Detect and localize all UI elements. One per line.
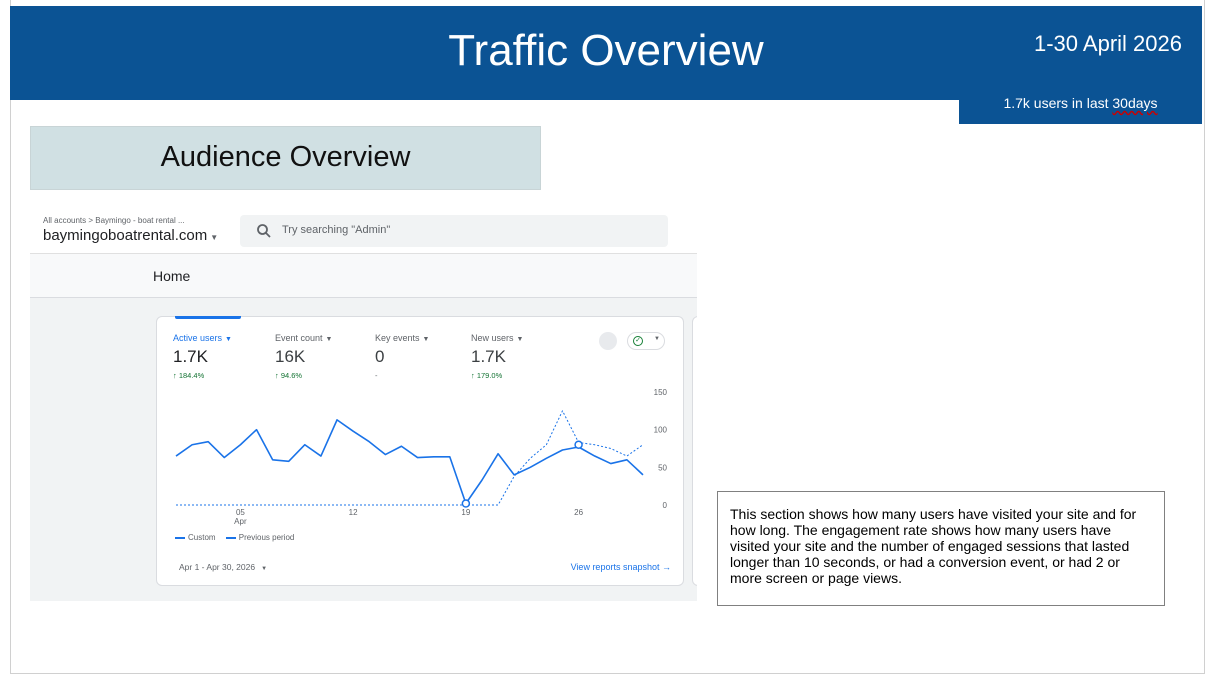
metric-change: ↑ 179.0%: [471, 371, 503, 380]
y-tick-label: 150: [654, 388, 668, 397]
chevron-down-icon: ▼: [210, 233, 219, 242]
date-range: 1-30 April 2026: [1034, 31, 1182, 56]
y-tick-label: 0: [663, 501, 668, 510]
metric-label: New users: [471, 333, 514, 343]
metric-label: Key events: [375, 333, 420, 343]
header-banner: Traffic Overview 1-30 April 2026: [10, 6, 1202, 100]
search-input[interactable]: Try searching "Admin": [240, 215, 668, 247]
chart-legend: Custom Previous period: [175, 533, 294, 542]
x-tick-label: 26: [574, 508, 583, 517]
legend-item-previous: Previous period: [238, 533, 295, 542]
metric-change: ↑ 184.4%: [173, 371, 205, 380]
arrow-right-icon: →: [662, 562, 671, 572]
page-title: Traffic Overview: [448, 26, 764, 75]
comparison-button[interactable]: ✓ ▼: [627, 332, 665, 350]
metric-value: 0: [375, 347, 385, 366]
legend-swatch-dashed: [225, 536, 236, 539]
analytics-topbar: All accounts > Baymingo - boat rental ..…: [30, 205, 697, 253]
active-tab-indicator: [175, 316, 241, 319]
metric-value: 16K: [275, 347, 306, 366]
legend-swatch-solid: [175, 536, 185, 539]
chevron-down-icon: ▼: [422, 336, 430, 343]
metric-change: ↑ 94.6%: [275, 371, 303, 380]
description-box: This section shows how many users have v…: [717, 491, 1165, 606]
insights-icon[interactable]: [599, 332, 617, 350]
metric-value: 1.7K: [471, 347, 506, 366]
home-title: Home: [153, 268, 191, 284]
metric-value: 1.7K: [173, 347, 208, 366]
analytics-screenshot: All accounts > Baymingo - boat rental ..…: [30, 205, 697, 601]
section-title: Audience Overview: [30, 126, 541, 190]
x-tick-sublabel: Apr: [234, 517, 247, 526]
users-summary-text: 1.7k users in last: [1003, 95, 1113, 111]
data-point-marker[interactable]: [574, 440, 583, 449]
snapshot-link-label: View reports snapshot: [570, 562, 660, 572]
series-line-custom: [175, 419, 644, 505]
series-line-previous: [176, 410, 644, 506]
x-tick-label: 19: [461, 508, 470, 517]
metric-event-count[interactable]: Event count ▼ 16K ↑ 94.6%: [275, 333, 332, 380]
adjacent-card: [692, 316, 697, 586]
x-tick-label: 05: [236, 508, 245, 517]
chevron-down-icon: ▼: [516, 336, 524, 343]
y-tick-label: 50: [658, 463, 667, 472]
metrics-card: Active users ▼ 1.7K ↑ 184.4% Event count ▼…: [156, 316, 684, 586]
search-placeholder: Try searching "Admin": [282, 224, 391, 236]
metric-label: Active users: [173, 333, 223, 343]
metric-key-events[interactable]: Key events ▼ 0 -: [375, 333, 429, 380]
account-name: baymingoboatrental.com: [43, 227, 208, 244]
y-tick-label: 100: [654, 426, 668, 435]
metric-active-users[interactable]: Active users ▼ 1.7K ↑ 184.4%: [173, 333, 232, 380]
metric-new-users[interactable]: New users ▼ 1.7K ↑ 179.0%: [471, 333, 523, 380]
chevron-down-icon: ▼: [654, 336, 660, 342]
account-selector[interactable]: baymingoboatrental.com ▼: [43, 227, 218, 244]
legend-item-custom: Custom: [188, 533, 216, 542]
date-range-label: Apr 1 - Apr 30, 2026: [179, 562, 256, 572]
check-circle-icon: ✓: [633, 336, 643, 346]
page-header: Home: [30, 253, 697, 298]
users-summary-period: 30days: [1112, 95, 1158, 111]
view-reports-snapshot-link[interactable]: View reports snapshot →: [571, 562, 671, 572]
breadcrumb[interactable]: All accounts > Baymingo - boat rental ..…: [43, 216, 185, 225]
search-icon: [257, 224, 271, 238]
metric-change: -: [375, 371, 378, 380]
chevron-down-icon: ▼: [261, 566, 268, 572]
chevron-down-icon: ▼: [225, 336, 232, 343]
x-tick-label: 12: [349, 508, 358, 517]
data-point-marker[interactable]: [461, 499, 471, 508]
metric-label: Event count: [275, 333, 323, 343]
date-range-selector[interactable]: Apr 1 - Apr 30, 2026 ▼: [179, 562, 267, 572]
chevron-down-icon: ▼: [325, 336, 333, 343]
users-summary: 1.7k users in last 30days: [959, 92, 1202, 124]
